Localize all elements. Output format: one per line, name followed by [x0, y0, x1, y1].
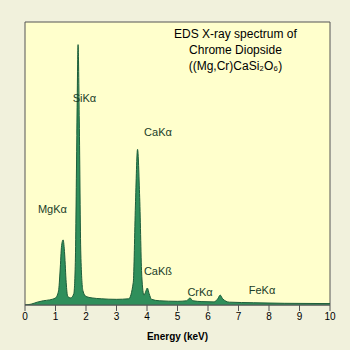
svg-text:Energy (keV): Energy (keV) — [147, 331, 208, 342]
svg-text:1: 1 — [53, 311, 59, 322]
svg-text:FeKα: FeKα — [249, 284, 276, 296]
svg-text:CrKα: CrKα — [187, 286, 213, 298]
svg-text:SiKα: SiKα — [73, 92, 97, 104]
svg-text:10: 10 — [324, 311, 336, 322]
svg-text:3: 3 — [114, 311, 120, 322]
svg-text:2: 2 — [83, 311, 89, 322]
svg-text:6: 6 — [205, 311, 211, 322]
svg-text:5: 5 — [175, 311, 181, 322]
svg-text:CaKß: CaKß — [144, 265, 172, 277]
svg-text:MgKα: MgKα — [38, 203, 68, 215]
svg-text:0: 0 — [22, 311, 28, 322]
html-text:Chrome Diopside ((Mg,Cr)CaSi₂O: Chrome Diopside ((Mg,Cr)CaSi₂O₆) — [188, 43, 283, 73]
svg-text:9: 9 — [297, 311, 303, 322]
svg-text:7: 7 — [236, 311, 242, 322]
svg-text:4: 4 — [144, 311, 150, 322]
svg-text:CaKα: CaKα — [144, 126, 172, 138]
svg-text:8: 8 — [266, 311, 272, 322]
html-text:EDS X-ray spectrum of: EDS X-ray spectrum of — [174, 27, 297, 41]
